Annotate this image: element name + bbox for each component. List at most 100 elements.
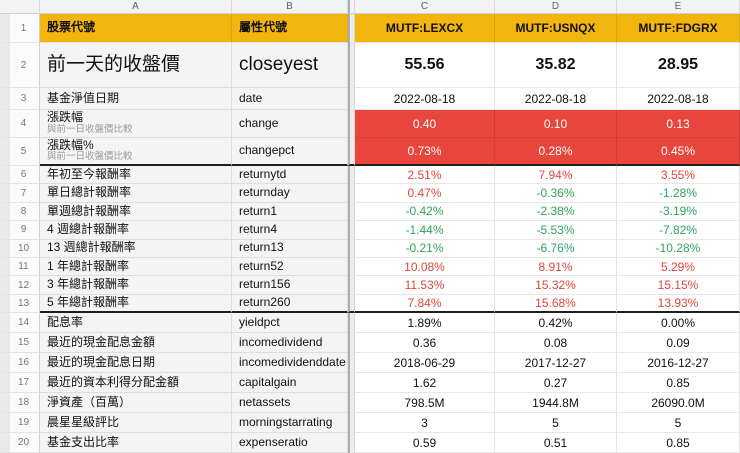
- cell-A1-stock-code-header[interactable]: 股票代號: [40, 14, 232, 43]
- cell-A8-label[interactable]: 單週總計報酬率: [40, 202, 232, 222]
- frozen-pane-divider[interactable]: [348, 0, 355, 14]
- cell-B14-attribute-code[interactable]: yieldpct: [232, 313, 348, 334]
- cell-C7-value[interactable]: 0.47%: [355, 184, 495, 203]
- row-header-14[interactable]: 14: [0, 313, 40, 334]
- cell-B19-attribute-code[interactable]: morningstarrating: [232, 413, 348, 434]
- cell-B13-attribute-code[interactable]: return260: [232, 294, 348, 314]
- cell-A12-label[interactable]: 3 年總計報酬率: [40, 276, 232, 295]
- cell-B10-attribute-code[interactable]: return13: [232, 239, 348, 258]
- cell-E12-value[interactable]: 15.15%: [617, 276, 740, 295]
- cell-A6-label[interactable]: 年初至今報酬率: [40, 166, 232, 185]
- cell-B17-attribute-code[interactable]: capitalgain: [232, 373, 348, 394]
- select-all-corner[interactable]: [0, 0, 40, 14]
- cell-E2-value[interactable]: 28.95: [617, 43, 740, 88]
- cell-E7-value[interactable]: -1.28%: [617, 184, 740, 203]
- cell-A2-label[interactable]: 前一天的收盤價: [40, 43, 232, 88]
- cell-A7-label[interactable]: 單日總計報酬率: [40, 184, 232, 203]
- cell-E4-value[interactable]: 0.13: [617, 110, 740, 138]
- row-header-18[interactable]: 18: [0, 393, 40, 414]
- cell-E13-value[interactable]: 13.93%: [617, 294, 740, 314]
- column-header-A[interactable]: A: [40, 0, 232, 14]
- cell-D5-value[interactable]: 0.28%: [495, 138, 617, 166]
- cell-E19-value[interactable]: 5: [617, 413, 740, 434]
- cell-B15-attribute-code[interactable]: incomedividend: [232, 333, 348, 354]
- cell-E16-value[interactable]: 2016-12-27: [617, 353, 740, 374]
- cell-B16-attribute-code[interactable]: incomedividenddate: [232, 353, 348, 374]
- cell-C12-value[interactable]: 11.53%: [355, 276, 495, 295]
- cell-B20-attribute-code[interactable]: expenseratio: [232, 433, 348, 453]
- cell-E15-value[interactable]: 0.09: [617, 333, 740, 354]
- cell-C3-value[interactable]: 2022-08-18: [355, 88, 495, 110]
- cell-B4-attribute-code[interactable]: change: [232, 110, 348, 138]
- cell-D7-value[interactable]: -0.36%: [495, 184, 617, 203]
- row-header-10[interactable]: 10: [0, 239, 40, 258]
- cell-D3-value[interactable]: 2022-08-18: [495, 88, 617, 110]
- cell-E9-value[interactable]: -7.82%: [617, 221, 740, 240]
- cell-C13-value[interactable]: 7.84%: [355, 294, 495, 314]
- cell-D14-value[interactable]: 0.42%: [495, 313, 617, 334]
- cell-D2-value[interactable]: 35.82: [495, 43, 617, 88]
- cell-D18-value[interactable]: 1944.8M: [495, 393, 617, 414]
- row-header-7[interactable]: 7: [0, 184, 40, 203]
- cell-E18-value[interactable]: 26090.0M: [617, 393, 740, 414]
- cell-B18-attribute-code[interactable]: netassets: [232, 393, 348, 414]
- row-header-2[interactable]: 2: [0, 43, 40, 88]
- cell-B9-attribute-code[interactable]: return4: [232, 221, 348, 240]
- cell-A19-label[interactable]: 晨星星級評比: [40, 413, 232, 434]
- cell-D12-value[interactable]: 15.32%: [495, 276, 617, 295]
- cell-C15-value[interactable]: 0.36: [355, 333, 495, 354]
- cell-C10-value[interactable]: -0.21%: [355, 239, 495, 258]
- cell-D16-value[interactable]: 2017-12-27: [495, 353, 617, 374]
- cell-C5-value[interactable]: 0.73%: [355, 138, 495, 166]
- cell-E11-value[interactable]: 5.29%: [617, 257, 740, 277]
- cell-E6-value[interactable]: 3.55%: [617, 166, 740, 185]
- row-header-1[interactable]: 1: [0, 14, 40, 43]
- row-header-5[interactable]: 5: [0, 138, 40, 166]
- cell-D20-value[interactable]: 0.51: [495, 433, 617, 453]
- cell-B1-attr-code-header[interactable]: 屬性代號: [232, 14, 348, 43]
- cell-A11-label[interactable]: 1 年總計報酬率: [40, 257, 232, 277]
- cell-B2-attribute-code[interactable]: closeyest: [232, 43, 348, 88]
- cell-B7-attribute-code[interactable]: returnday: [232, 184, 348, 203]
- row-header-20[interactable]: 20: [0, 433, 40, 453]
- cell-D10-value[interactable]: -6.76%: [495, 239, 617, 258]
- cell-D6-value[interactable]: 7.94%: [495, 166, 617, 185]
- cell-D19-value[interactable]: 5: [495, 413, 617, 434]
- cell-E10-value[interactable]: -10.28%: [617, 239, 740, 258]
- row-header-12[interactable]: 12: [0, 276, 40, 295]
- cell-C14-value[interactable]: 1.89%: [355, 313, 495, 334]
- row-header-15[interactable]: 15: [0, 333, 40, 354]
- cell-C1-ticker[interactable]: MUTF:LEXCX: [355, 14, 495, 43]
- cell-A10-label[interactable]: 13 週總計報酬率: [40, 239, 232, 258]
- cell-E5-value[interactable]: 0.45%: [617, 138, 740, 166]
- cell-D17-value[interactable]: 0.27: [495, 373, 617, 394]
- row-header-6[interactable]: 6: [0, 166, 40, 185]
- cell-E17-value[interactable]: 0.85: [617, 373, 740, 394]
- cell-A5-label[interactable]: 漲跌幅% 與前一日收盤價比較: [40, 138, 232, 166]
- row-header-4[interactable]: 4: [0, 110, 40, 138]
- column-header-B[interactable]: B: [232, 0, 348, 14]
- cell-A13-label[interactable]: 5 年總計報酬率: [40, 294, 232, 314]
- cell-B5-attribute-code[interactable]: changepct: [232, 138, 348, 166]
- row-header-17[interactable]: 17: [0, 373, 40, 394]
- cell-C11-value[interactable]: 10.08%: [355, 257, 495, 277]
- cell-C19-value[interactable]: 3: [355, 413, 495, 434]
- cell-D4-value[interactable]: 0.10: [495, 110, 617, 138]
- cell-C18-value[interactable]: 798.5M: [355, 393, 495, 414]
- cell-C9-value[interactable]: -1.44%: [355, 221, 495, 240]
- cell-A18-label[interactable]: 淨資產（百萬）: [40, 393, 232, 414]
- cell-C16-value[interactable]: 2018-06-29: [355, 353, 495, 374]
- cell-C2-value[interactable]: 55.56: [355, 43, 495, 88]
- cell-C6-value[interactable]: 2.51%: [355, 166, 495, 185]
- cell-C20-value[interactable]: 0.59: [355, 433, 495, 453]
- cell-E1-ticker[interactable]: MUTF:FDGRX: [617, 14, 740, 43]
- cell-D11-value[interactable]: 8.91%: [495, 257, 617, 277]
- cell-B3-attribute-code[interactable]: date: [232, 88, 348, 110]
- cell-B6-attribute-code[interactable]: returnytd: [232, 166, 348, 185]
- cell-C8-value[interactable]: -0.42%: [355, 202, 495, 222]
- cell-D13-value[interactable]: 15.68%: [495, 294, 617, 314]
- row-header-9[interactable]: 9: [0, 221, 40, 240]
- cell-D9-value[interactable]: -5.53%: [495, 221, 617, 240]
- column-header-D[interactable]: D: [495, 0, 617, 14]
- cell-C4-value[interactable]: 0.40: [355, 110, 495, 138]
